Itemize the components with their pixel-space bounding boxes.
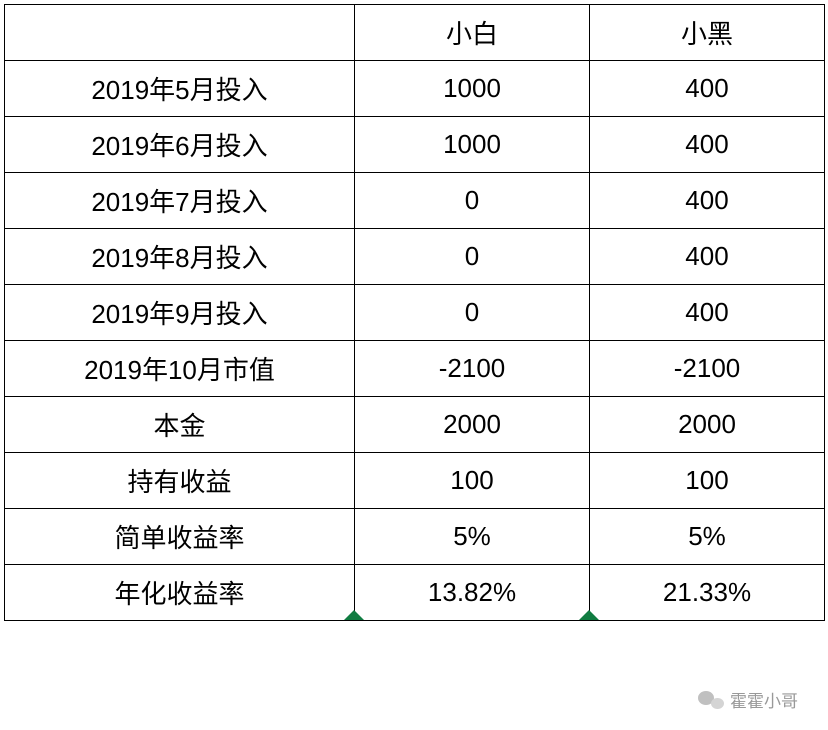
row-label: 本金 — [5, 397, 355, 453]
table-row: 2019年7月投入 0 400 — [5, 173, 825, 229]
watermark-text: 霍霍小哥 — [730, 687, 798, 712]
cell-xiaohei: 5% — [590, 509, 825, 565]
table-row: 年化收益率 13.82% 21.33% — [5, 565, 825, 621]
row-label: 2019年6月投入 — [5, 117, 355, 173]
cell-xiaohei: 400 — [590, 173, 825, 229]
row-label: 简单收益率 — [5, 509, 355, 565]
cell-xiaohei: 2000 — [590, 397, 825, 453]
row-label: 2019年9月投入 — [5, 285, 355, 341]
cell-xiaobai: 0 — [355, 229, 590, 285]
corner-mark-icon — [589, 610, 599, 620]
corner-mark-icon — [579, 610, 589, 620]
row-label: 持有收益 — [5, 453, 355, 509]
table-body: 2019年5月投入 1000 400 2019年6月投入 1000 400 20… — [5, 61, 825, 621]
table-row: 2019年8月投入 0 400 — [5, 229, 825, 285]
table-row: 2019年9月投入 0 400 — [5, 285, 825, 341]
cell-text: 13.82% — [428, 577, 516, 607]
watermark: 霍霍小哥 — [698, 687, 798, 712]
cell-text: 21.33% — [663, 577, 751, 607]
cell-xiaohei: 400 — [590, 117, 825, 173]
table-header-row: 小白 小黑 — [5, 5, 825, 61]
cell-xiaobai: 0 — [355, 173, 590, 229]
row-label: 2019年7月投入 — [5, 173, 355, 229]
cell-text: 年化收益率 — [114, 579, 244, 609]
table-row: 持有收益 100 100 — [5, 453, 825, 509]
table-row: 本金 2000 2000 — [5, 397, 825, 453]
investment-comparison-table: 小白 小黑 2019年5月投入 1000 400 2019年6月投入 1000 … — [4, 4, 825, 621]
row-label: 年化收益率 — [5, 565, 355, 621]
cell-xiaobai: 13.82% — [355, 565, 590, 621]
table-row: 2019年10月市值 -2100 -2100 — [5, 341, 825, 397]
row-label: 2019年8月投入 — [5, 229, 355, 285]
cell-xiaohei: 400 — [590, 229, 825, 285]
cell-xiaobai: -2100 — [355, 341, 590, 397]
cell-xiaobai: 2000 — [355, 397, 590, 453]
table-container: 小白 小黑 2019年5月投入 1000 400 2019年6月投入 1000 … — [0, 0, 828, 625]
cell-xiaohei: 400 — [590, 61, 825, 117]
cell-xiaohei: 21.33% — [590, 565, 825, 621]
cell-xiaohei: 100 — [590, 453, 825, 509]
cell-xiaobai: 1000 — [355, 61, 590, 117]
row-label: 2019年10月市值 — [5, 341, 355, 397]
cell-xiaobai: 0 — [355, 285, 590, 341]
cell-xiaohei: 400 — [590, 285, 825, 341]
cell-xiaobai: 5% — [355, 509, 590, 565]
header-cell-xiaobai: 小白 — [355, 5, 590, 61]
row-label: 2019年5月投入 — [5, 61, 355, 117]
header-cell-empty — [5, 5, 355, 61]
table-row: 简单收益率 5% 5% — [5, 509, 825, 565]
header-cell-xiaohei: 小黑 — [590, 5, 825, 61]
wechat-icon — [698, 689, 724, 711]
corner-mark-icon — [354, 610, 364, 620]
corner-mark-icon — [344, 610, 354, 620]
table-row: 2019年6月投入 1000 400 — [5, 117, 825, 173]
table-row: 2019年5月投入 1000 400 — [5, 61, 825, 117]
cell-xiaobai: 1000 — [355, 117, 590, 173]
cell-xiaobai: 100 — [355, 453, 590, 509]
cell-xiaohei: -2100 — [590, 341, 825, 397]
